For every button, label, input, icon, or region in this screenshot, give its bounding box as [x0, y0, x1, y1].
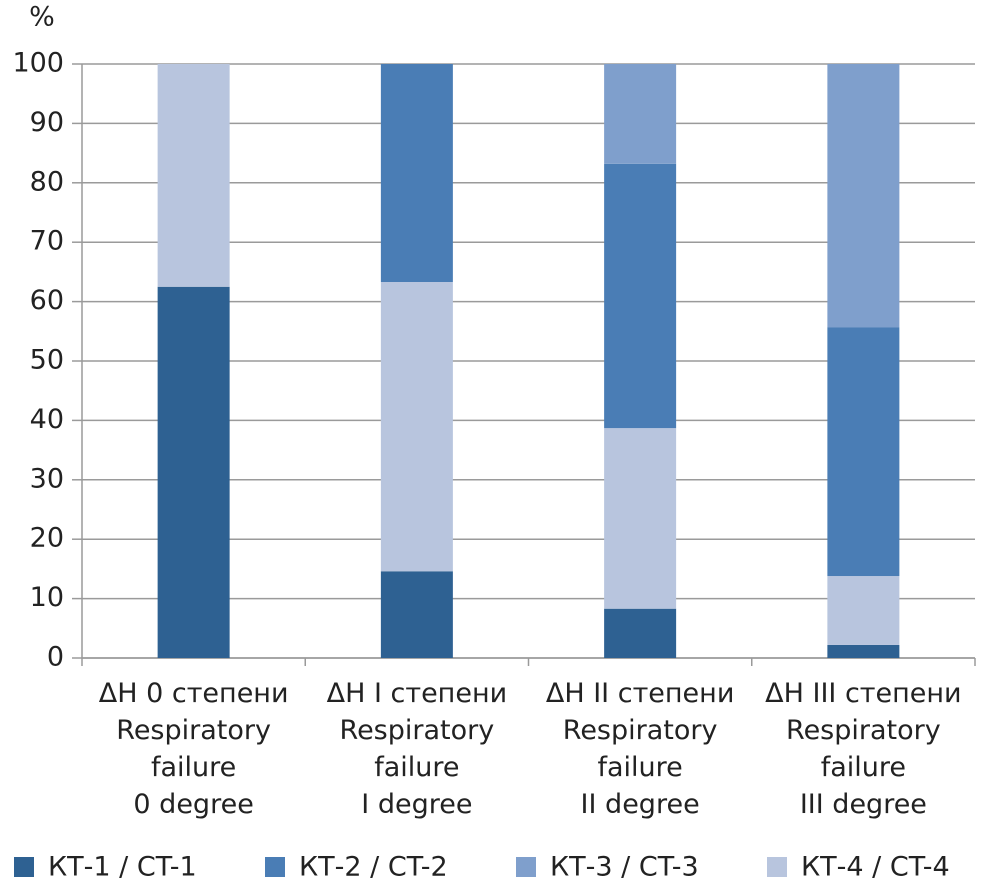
- x-tick-label-line: 0 degree: [133, 789, 253, 820]
- x-tick-label-line: failure: [821, 752, 906, 783]
- bar-segment: [827, 64, 900, 328]
- y-tick-label: 10: [30, 582, 64, 613]
- x-tick-label-line: ΔН 0 степени: [99, 678, 289, 709]
- bar-segment: [827, 644, 900, 658]
- y-tick-label: 40: [30, 404, 64, 435]
- x-tick-label: ΔН II степени Respiratory failure II degree: [546, 678, 735, 820]
- bar-segment: [157, 64, 230, 287]
- legend-label: КТ-4 / CT-4: [801, 852, 950, 883]
- x-tick-label-line: failure: [597, 752, 682, 783]
- x-tick-label-line: I degree: [361, 789, 472, 820]
- x-tick-label-line: ΔН III степени: [765, 678, 961, 709]
- y-axis-label: %: [29, 2, 55, 33]
- bar-segment: [380, 571, 453, 658]
- y-tick-label: 30: [30, 463, 64, 494]
- x-tick-label-line: III degree: [800, 789, 927, 820]
- bar-segment: [604, 64, 677, 164]
- x-tick-label-line: failure: [151, 752, 236, 783]
- x-tick-label: ΔН III степени Respiratory failure III degr…: [765, 678, 961, 820]
- x-tick-label-line: Respiratory: [786, 715, 941, 746]
- y-tick-label: 90: [30, 107, 64, 138]
- legend-label: КТ-1 / CT-1: [48, 852, 197, 883]
- y-tick-label: 100: [12, 48, 64, 79]
- y-tick-label: 0: [47, 642, 64, 673]
- y-tick-label: 60: [30, 285, 64, 316]
- bar-segment: [604, 428, 677, 609]
- bar-segment: [380, 281, 453, 572]
- x-tick-label-line: failure: [374, 752, 459, 783]
- legend-label: КТ-2 / CT-2: [299, 852, 448, 883]
- x-tick-label-line: Respiratory: [116, 715, 271, 746]
- y-tick-label: 20: [30, 523, 64, 554]
- bar-segment: [827, 327, 900, 577]
- x-tick-label: ΔН I степени Respiratory failure I degree: [327, 678, 508, 820]
- legend-swatch: [14, 857, 34, 877]
- bar-segment: [604, 163, 677, 429]
- bar-segment: [380, 64, 453, 282]
- x-tick-label-line: ΔН I степени: [327, 678, 508, 709]
- legend-swatch: [516, 857, 536, 877]
- y-tick-label: 50: [30, 345, 64, 376]
- y-tick-label: 80: [30, 166, 64, 197]
- x-tick-label-line: II degree: [581, 789, 700, 820]
- legend-swatch: [265, 857, 285, 877]
- x-tick-label-line: Respiratory: [563, 715, 718, 746]
- bar-segment: [827, 576, 900, 645]
- x-tick-label-line: Respiratory: [340, 715, 495, 746]
- x-tick-label: ΔН 0 степени Respiratory failure 0 degree: [99, 678, 289, 820]
- x-tick-label-line: ΔН II степени: [546, 678, 735, 709]
- legend-label: КТ-3 / CT-3: [550, 852, 699, 883]
- bar-segment: [157, 286, 230, 658]
- bar-segment: [604, 608, 677, 658]
- y-tick-label: 70: [30, 226, 64, 257]
- legend-swatch: [767, 857, 787, 877]
